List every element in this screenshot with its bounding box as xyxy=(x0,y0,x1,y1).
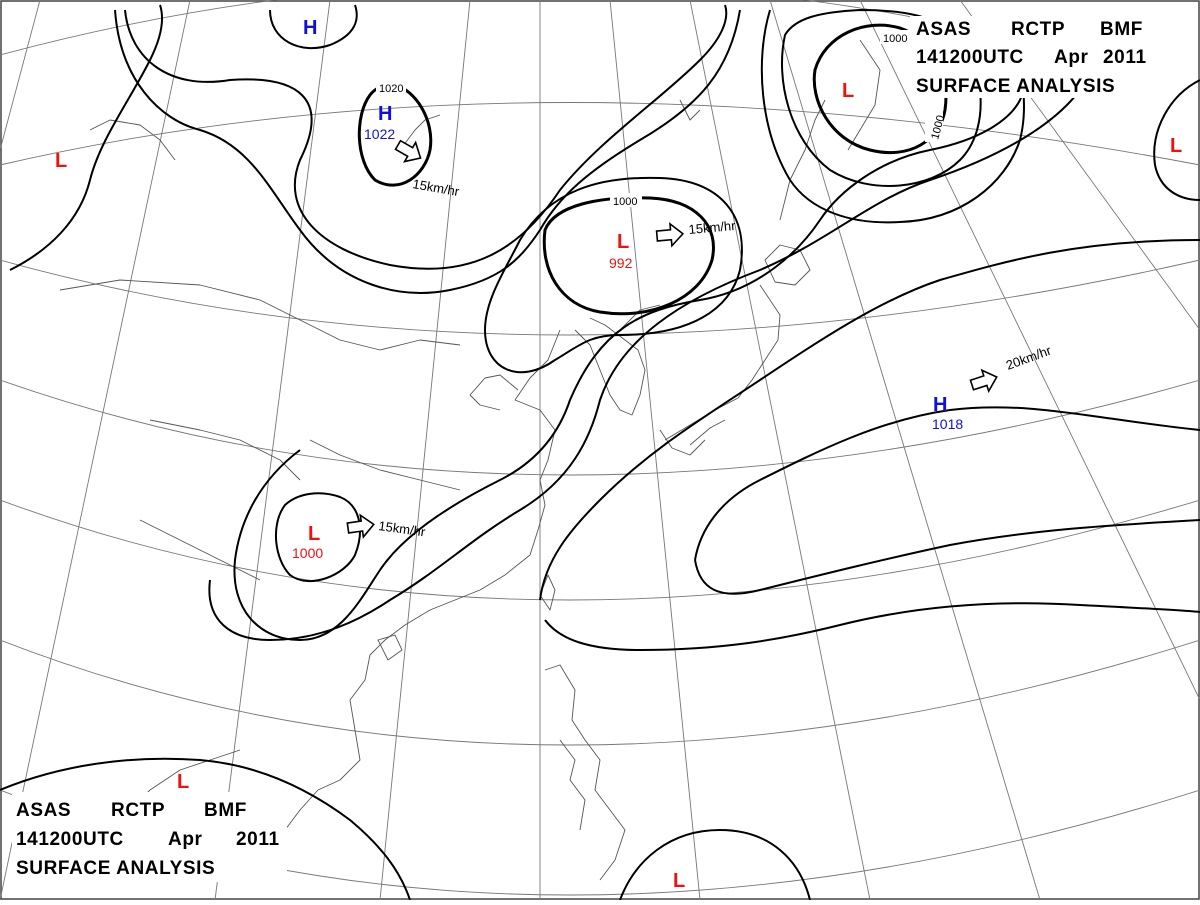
movement-arrow-icon xyxy=(394,139,422,163)
low-symbol: L xyxy=(308,523,320,545)
coastlines xyxy=(59,39,881,881)
header-year: 2011 xyxy=(236,829,280,850)
isobars xyxy=(0,4,1200,901)
low-symbol: L xyxy=(842,80,854,102)
high-symbol: H xyxy=(933,394,947,416)
isobar-label-1000-okhotsk: 1000 xyxy=(883,33,907,45)
low-symbol: L xyxy=(1170,135,1182,157)
isobar-label-1020: 1020 xyxy=(379,83,403,95)
header-month: Apr xyxy=(1054,47,1089,68)
isobar-label-1000-manchuria: 1000 xyxy=(613,196,637,208)
header-bottom-left: ASAS RCTP BMF 141200UTC Apr 2011 SURFACE… xyxy=(12,792,287,882)
header-time: 141200UTC xyxy=(916,47,1024,68)
low-symbol: L xyxy=(177,771,189,793)
header-top-right: ASAS RCTP BMF 141200UTC Apr 2011 SURFACE… xyxy=(910,16,1160,98)
low-value: 992 xyxy=(609,255,633,271)
movement-arrow-icon xyxy=(655,222,685,248)
low-symbol: L xyxy=(673,870,685,892)
high-value: 1018 xyxy=(932,416,963,432)
header-agency: ASAS xyxy=(916,19,971,40)
movement-speed: 15km/hr xyxy=(688,218,737,237)
movement-arrow-icon xyxy=(969,368,998,394)
isobar-labels: 1020 1000 1000 1000 xyxy=(376,30,947,208)
header-agency: ASAS xyxy=(16,800,71,821)
header-station: RCTP xyxy=(111,800,165,821)
header-office: BMF xyxy=(204,800,247,821)
header-time: 141200UTC xyxy=(16,829,124,850)
header-station: RCTP xyxy=(1011,19,1065,40)
movement-speed: 15km/hr xyxy=(411,176,461,199)
movement-speed: 15km/hr xyxy=(378,518,427,539)
low-value: 1000 xyxy=(292,545,323,561)
movement-arrows: 15km/hr 15km/hr 15km/hr 20km/hr xyxy=(346,139,1054,540)
low-symbol: L xyxy=(617,231,629,253)
pressure-centers: H H 1022 H 1018 L L 992 L L L 1000 L L xyxy=(55,17,1182,892)
header-title: SURFACE ANALYSIS xyxy=(16,858,215,879)
high-symbol: H xyxy=(378,103,392,125)
header-month: Apr xyxy=(168,829,203,850)
low-symbol: L xyxy=(55,150,67,172)
header-office: BMF xyxy=(1100,19,1143,40)
high-value: 1022 xyxy=(364,126,395,142)
high-symbol: H xyxy=(303,17,317,39)
header-title: SURFACE ANALYSIS xyxy=(916,76,1115,97)
movement-arrow-icon xyxy=(346,513,375,539)
header-year: 2011 xyxy=(1103,47,1147,68)
